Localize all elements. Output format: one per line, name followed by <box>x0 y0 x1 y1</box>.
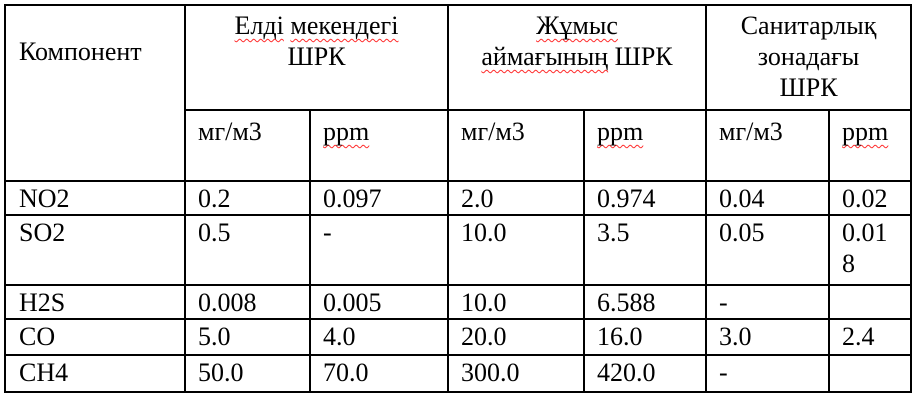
table-row-so2: SO2 0.5 - 10.0 3.5 0.05 0.018 <box>4 214 913 287</box>
misspelled-word: мекендегі <box>290 11 399 40</box>
shrk-limits-table: Компонент Елді мекендегі ШРК Жұмыс аймағ… <box>4 4 913 394</box>
value-cell: - <box>309 214 449 287</box>
unit-header-ppm: ppm <box>309 109 449 182</box>
header-line: аймағының ШРК <box>451 41 703 72</box>
value-cell: 5.0 <box>184 318 311 357</box>
unit-label: мг/м3 <box>719 117 783 146</box>
header-group-row: Компонент Елді мекендегі ШРК Жұмыс аймағ… <box>4 4 913 182</box>
header-units-row: мг/м3 ppm мг/м3 ppm мг/м3 ppm <box>5 109 913 182</box>
header-group-sanitary-zone: Санитарлық зонадағы ШРК <box>705 4 913 111</box>
word: Санитарлық <box>740 11 877 40</box>
table-row-no2: NO2 0.2 0.097 2.0 0.974 0.04 0.02 <box>4 179 913 217</box>
component-cell: SO2 <box>4 214 186 287</box>
value-cell: 420.0 <box>582 354 708 394</box>
table-row-ch4: CH4 50.0 70.0 300.0 420.0 - <box>4 354 913 394</box>
misspelled-word: аймағының <box>481 42 609 72</box>
value-cell: 0.008 <box>184 284 311 321</box>
unit-label-misspelled: ppm <box>842 117 889 146</box>
unit-header-mg-m3: мг/м3 <box>447 109 585 182</box>
header-line: ШРК <box>188 41 445 72</box>
value-cell <box>828 284 913 321</box>
table-row-co: CO 5.0 4.0 20.0 16.0 3.0 2.4 <box>4 318 913 357</box>
unit-label: мг/м3 <box>198 117 262 146</box>
value-cell <box>828 354 913 394</box>
unit-header-mg-m3: мг/м3 <box>705 109 831 182</box>
misspelled-word: Елді <box>234 11 284 40</box>
unit-header-ppm: ppm <box>828 109 913 182</box>
value-cell: 0.097 <box>309 179 449 217</box>
header-line: Жұмыс <box>451 10 703 41</box>
component-cell: CO <box>4 318 186 357</box>
value-cell: 0.018 <box>828 214 913 287</box>
value-cell: 2.0 <box>447 179 585 217</box>
header-component: Компонент <box>4 4 186 182</box>
component-cell: H2S <box>4 284 186 321</box>
header-line: Елді мекендегі <box>188 10 445 41</box>
component-cell: NO2 <box>4 179 186 217</box>
unit-header-mg-m3: мг/м3 <box>184 109 311 182</box>
value-cell: 70.0 <box>309 354 449 394</box>
value-cell: 10.0 <box>447 214 585 287</box>
unit-header-ppm: ppm <box>582 109 708 182</box>
word: ШРК <box>287 42 346 72</box>
value-cell: 0.005 <box>309 284 449 321</box>
header-group-populated-area: Елді мекендегі ШРК <box>184 4 449 111</box>
unit-label-misspelled: ppm <box>597 117 644 146</box>
value-cell: 6.588 <box>582 284 708 321</box>
value-cell: 50.0 <box>184 354 311 394</box>
value-cell: 3.5 <box>582 214 708 287</box>
header-line: ШРК <box>709 72 908 103</box>
value-cell: 2.4 <box>828 318 913 357</box>
header-line: Санитарлық <box>709 10 908 41</box>
value-cell: 300.0 <box>447 354 585 394</box>
value-cell: - <box>705 354 831 394</box>
value-cell: 0.5 <box>184 214 311 287</box>
table-row-h2s: H2S 0.008 0.005 10.0 6.588 - <box>4 284 913 321</box>
value-cell: 4.0 <box>309 318 449 357</box>
value-cell: 0.02 <box>828 179 913 217</box>
unit-label: мг/м3 <box>461 117 525 146</box>
value-cell: 0.05 <box>705 214 831 287</box>
word: ШРК <box>779 73 838 103</box>
value-cell: 20.0 <box>447 318 585 357</box>
value-cell: 0.974 <box>582 179 708 217</box>
value-cell: 10.0 <box>447 284 585 321</box>
value-cell: - <box>705 284 831 321</box>
unit-label-misspelled: ppm <box>323 117 370 146</box>
value-cell: 0.2 <box>184 179 311 217</box>
misspelled-word: Жұмыс <box>536 11 618 40</box>
header-group-work-zone: Жұмыс аймағының ШРК <box>446 4 708 111</box>
value-cell: 0.04 <box>705 179 831 217</box>
word: зонадағы <box>757 42 860 72</box>
header-component-label: Компонент <box>19 37 142 66</box>
value-cell: 16.0 <box>582 318 708 357</box>
value-cell: 3.0 <box>705 318 831 357</box>
word: ШРК <box>614 42 673 72</box>
header-line: зонадағы <box>709 41 908 72</box>
component-cell: CH4 <box>4 354 186 394</box>
